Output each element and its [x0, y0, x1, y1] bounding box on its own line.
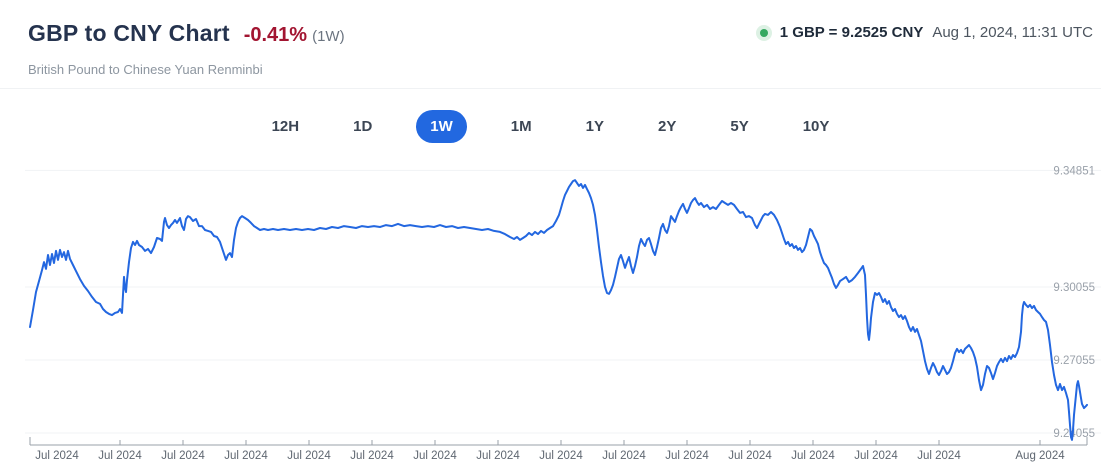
header-title-row: GBP to CNY Chart -0.41% (1W)	[28, 20, 345, 47]
x-tick-label: Jul 2024	[728, 450, 772, 462]
range-button-1m[interactable]: 1M	[510, 117, 532, 135]
page-subtitle: British Pound to Chinese Yuan Renminbi	[28, 62, 263, 77]
y-tick-label: 9.34851	[1053, 165, 1095, 177]
x-tick-label: Jul 2024	[98, 450, 142, 462]
range-button-2y[interactable]: 2Y	[658, 117, 677, 135]
x-tick-label: Jul 2024	[791, 450, 835, 462]
x-tick-label: Jul 2024	[917, 450, 961, 462]
header-divider	[0, 88, 1101, 89]
live-dot-halo	[755, 24, 772, 41]
x-tick-label: Jul 2024	[35, 450, 79, 462]
y-tick-label: 9.30055	[1053, 282, 1095, 294]
range-selector: 12H 1D 1W 1M 1Y 2Y 5Y 10Y	[0, 108, 1101, 144]
quote-timestamp: Aug 1, 2024, 11:31 UTC	[932, 24, 1093, 41]
x-tick-label: Jul 2024	[350, 450, 394, 462]
x-tick-label: Jul 2024	[224, 450, 268, 462]
x-tick-label: Jul 2024	[287, 450, 331, 462]
x-tick-label: Jul 2024	[602, 450, 646, 462]
x-tick-label: Jul 2024	[413, 450, 457, 462]
live-rate: 1 GBP = 9.2525 CNY	[779, 24, 924, 41]
change-percent: -0.41%	[243, 24, 308, 46]
x-tick-label: Jul 2024	[854, 450, 898, 462]
range-button-5y[interactable]: 5Y	[730, 117, 749, 135]
y-tick-label: 9.24055	[1053, 428, 1095, 440]
x-tick-label: Jul 2024	[539, 450, 583, 462]
y-tick-label: 9.27055	[1053, 355, 1095, 367]
range-button-1d[interactable]: 1D	[353, 117, 373, 135]
x-tick-label: Jul 2024	[476, 450, 520, 462]
change-period: (1W)	[312, 28, 345, 45]
live-quote: 1 GBP = 9.2525 CNY Aug 1, 2024, 11:31 UT…	[755, 24, 1093, 41]
price-line	[29, 179, 1088, 441]
range-button-1w[interactable]: 1W	[416, 109, 467, 143]
range-button-12h[interactable]: 12H	[271, 117, 300, 135]
x-tick-label: Jul 2024	[665, 450, 709, 462]
x-tick-label: Jul 2024	[161, 450, 205, 462]
range-button-1y[interactable]: 1Y	[585, 117, 604, 135]
x-tick-label: Aug 2024	[1015, 450, 1065, 462]
page-title: GBP to CNY Chart	[28, 20, 230, 46]
range-button-10y[interactable]: 10Y	[802, 117, 830, 135]
live-status-icon	[759, 28, 768, 37]
